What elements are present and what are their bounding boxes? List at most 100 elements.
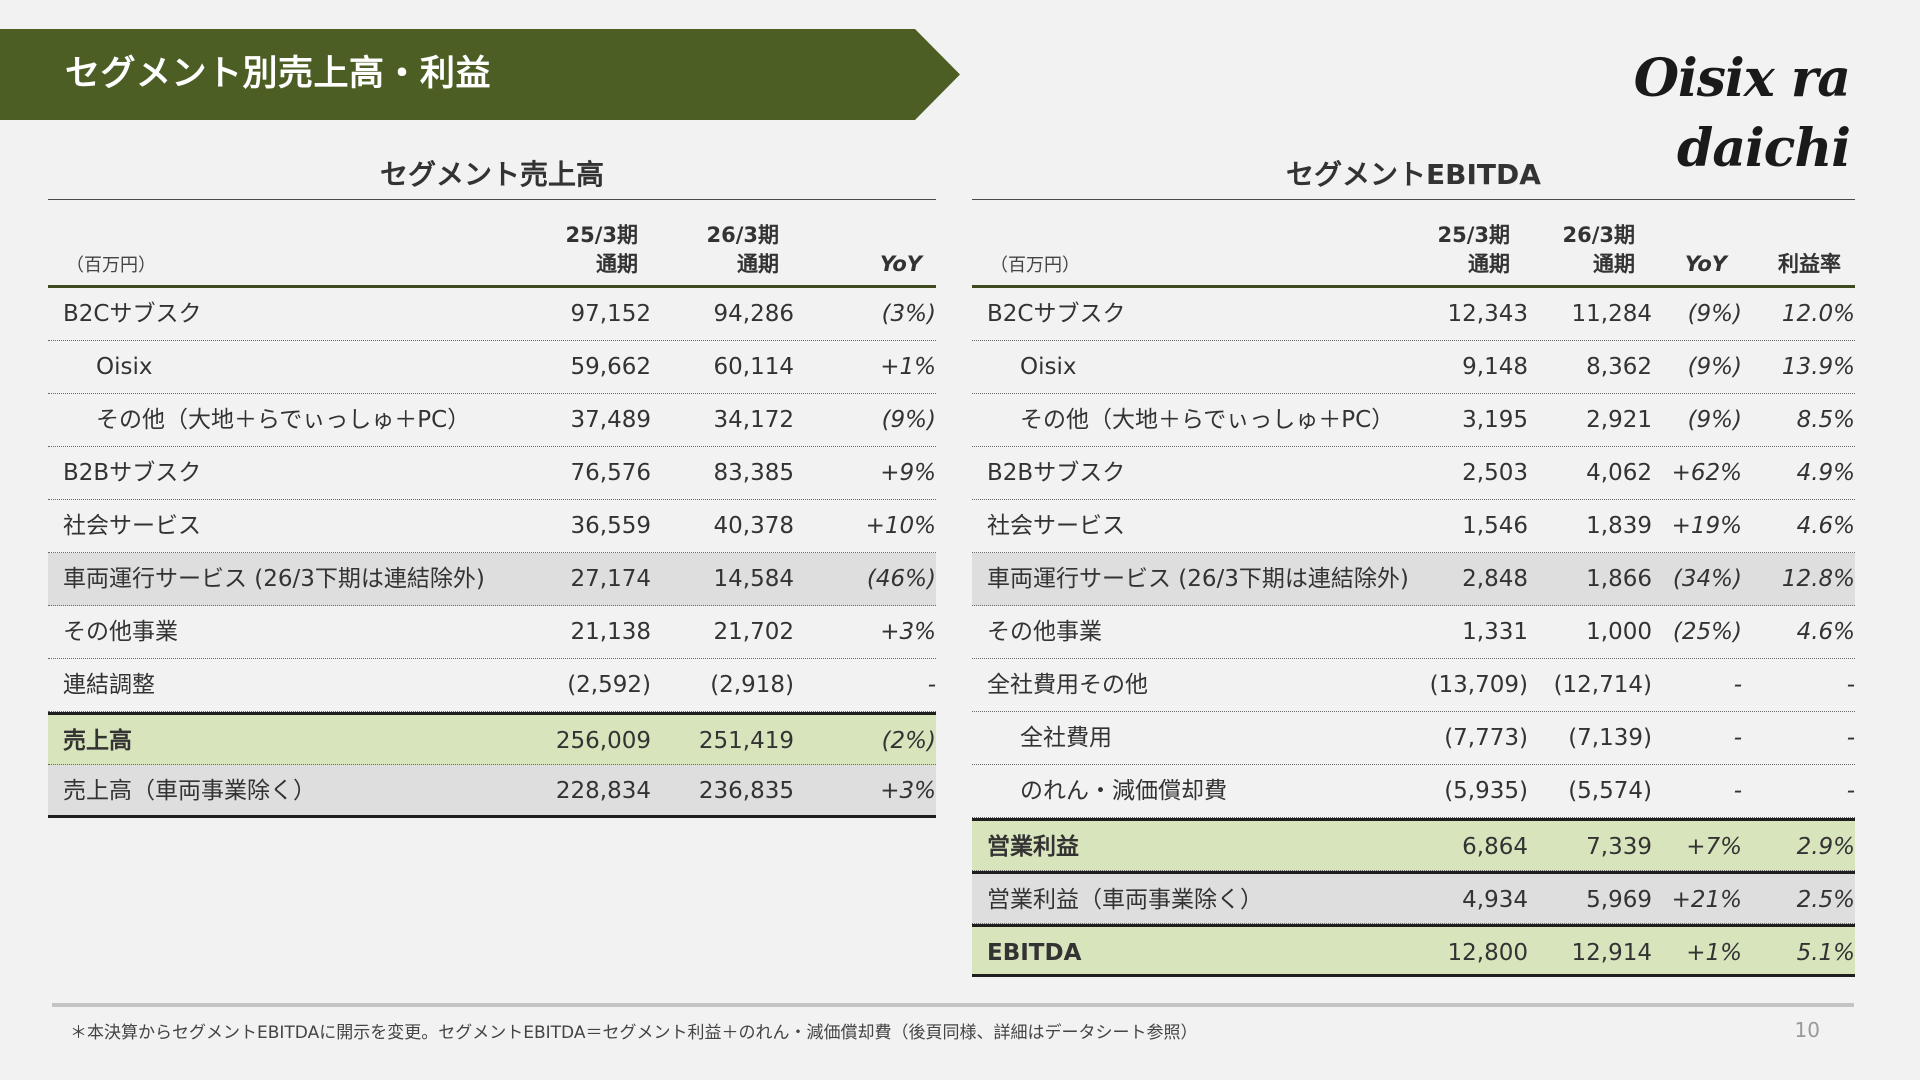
row-label: B2Bサブスク	[63, 460, 202, 486]
row-label: 連結調整	[63, 672, 155, 698]
value-margin: 4.6%	[1796, 513, 1855, 539]
value-margin: 4.6%	[1796, 619, 1855, 645]
company-logo: Oisix ra daichi	[1633, 48, 1851, 179]
value-fy25: (7,773)	[1444, 725, 1528, 751]
value-fy25: 76,576	[570, 460, 651, 486]
value-yoy: +1%	[880, 354, 936, 380]
table-row: 車両運行サービス (26/3下期は連結除外) 2,848 1,866 (34%) 12.…	[972, 553, 1855, 606]
segment-sales-table: セグメント売上高 （百万円） 25/3期 通期 26/3期 通期 YoY B2Cサブ…	[48, 150, 936, 818]
table-row: B2Bサブスク 2,503 4,062 +62% 4.9%	[972, 447, 1855, 500]
table-row: のれん・減価償却費 (5,935) (5,574) - -	[972, 765, 1855, 818]
value-yoy: +1%	[1686, 940, 1742, 966]
value-fy25: (5,935)	[1444, 778, 1528, 804]
value-yoy: -	[927, 672, 936, 698]
row-label: 車両運行サービス (26/3下期は連結除外)	[63, 566, 485, 592]
table-row: 売上高 256,009 251,419 (2%)	[48, 712, 936, 765]
value-margin: 4.9%	[1796, 460, 1855, 486]
value-margin: 2.5%	[1796, 887, 1855, 913]
value-margin: -	[1846, 725, 1855, 751]
footnote: ＊本決算からセグメントEBITDAに開示を変更。セグメントEBITDA＝セグメン…	[70, 1023, 1198, 1043]
value-yoy: (9%)	[1687, 354, 1742, 380]
value-yoy: +62%	[1671, 460, 1742, 486]
value-fy26: 11,284	[1571, 301, 1652, 327]
value-fy25: 12,343	[1447, 301, 1528, 327]
ebitda-table-header: （百万円） 25/3期 通期 26/3期 通期 YoY 利益率	[972, 200, 1855, 288]
table-row: 全社費用 (7,773) (7,139) - -	[972, 712, 1855, 765]
value-fy26: 40,378	[713, 513, 794, 539]
value-yoy: -	[1733, 778, 1742, 804]
value-fy26: 251,419	[698, 728, 794, 754]
table-row: その他事業 21,138 21,702 +3%	[48, 606, 936, 659]
value-fy26: 14,584	[713, 566, 794, 592]
value-fy25: 21,138	[570, 619, 651, 645]
value-margin: -	[1846, 672, 1855, 698]
value-yoy: +3%	[880, 778, 936, 804]
value-fy25: 6,864	[1462, 834, 1528, 860]
col-header-fy26: 26/3期 通期	[1562, 223, 1635, 276]
table-row: Oisix 9,148 8,362 (9%) 13.9%	[972, 341, 1855, 394]
value-fy26: (12,714)	[1553, 672, 1652, 698]
value-margin: 12.8%	[1781, 566, 1855, 592]
value-fy25: 12,800	[1447, 940, 1528, 966]
row-label: Oisix	[96, 354, 153, 380]
value-yoy: -	[1733, 725, 1742, 751]
value-fy26: 4,062	[1586, 460, 1652, 486]
row-label: B2Cサブスク	[63, 301, 202, 327]
value-fy25: 228,834	[555, 778, 651, 804]
title-banner: セグメント別売上高・利益	[0, 29, 960, 120]
col-header-margin: 利益率	[1778, 252, 1841, 276]
value-fy25: 27,174	[570, 566, 651, 592]
row-label: 全社費用その他	[987, 672, 1148, 698]
value-yoy: +19%	[1671, 513, 1742, 539]
value-fy26: (2,918)	[710, 672, 794, 698]
value-fy26: 1,866	[1586, 566, 1652, 592]
table-row: 社会サービス 36,559 40,378 +10%	[48, 500, 936, 553]
value-fy25: 256,009	[555, 728, 651, 754]
value-margin: 5.1%	[1796, 940, 1855, 966]
table-row: 営業利益 6,864 7,339 +7% 2.9%	[972, 818, 1855, 871]
row-label: その他事業	[987, 619, 1102, 645]
value-yoy: +9%	[880, 460, 936, 486]
value-fy25: 1,546	[1462, 513, 1528, 539]
value-fy25: (13,709)	[1429, 672, 1528, 698]
value-fy26: 21,702	[713, 619, 794, 645]
value-fy25: 97,152	[570, 301, 651, 327]
table-row: B2Cサブスク 97,152 94,286 (3%)	[48, 288, 936, 341]
value-margin: 2.9%	[1796, 834, 1855, 860]
row-label: 全社費用	[1020, 725, 1112, 751]
value-fy25: 9,148	[1462, 354, 1528, 380]
value-yoy: (2%)	[881, 728, 936, 754]
col-header-fy26: 26/3期 通期	[706, 223, 779, 276]
value-fy25: 4,934	[1462, 887, 1528, 913]
table-row: その他（大地＋らでぃっしゅ＋PC） 3,195 2,921 (9%) 8.5%	[972, 394, 1855, 447]
value-yoy: +7%	[1686, 834, 1742, 860]
table-row: その他（大地＋らでぃっしゅ＋PC） 37,489 34,172 (9%)	[48, 394, 936, 447]
row-label: その他（大地＋らでぃっしゅ＋PC）	[96, 407, 471, 433]
table-row: 社会サービス 1,546 1,839 +19% 4.6%	[972, 500, 1855, 553]
col-header-fy25: 25/3期 通期	[1437, 223, 1510, 276]
value-fy25: 2,503	[1462, 460, 1528, 486]
value-fy26: 34,172	[713, 407, 794, 433]
value-yoy: (9%)	[1687, 407, 1742, 433]
value-fy26: 83,385	[713, 460, 794, 486]
col-header-yoy: YoY	[879, 252, 922, 276]
row-label: 売上高（車両事業除く）	[63, 778, 316, 804]
row-label: Oisix	[1020, 354, 1077, 380]
value-yoy: (34%)	[1672, 566, 1742, 592]
value-yoy: -	[1733, 672, 1742, 698]
value-fy26: 94,286	[713, 301, 794, 327]
value-yoy: +21%	[1671, 887, 1742, 913]
table-row: 売上高（車両事業除く） 228,834 236,835 +3%	[48, 765, 936, 818]
value-yoy: (9%)	[1687, 301, 1742, 327]
ebitda-table-title: セグメントEBITDA	[972, 150, 1855, 200]
value-fy25: (2,592)	[567, 672, 651, 698]
value-yoy: (9%)	[881, 407, 936, 433]
table-row: 車両運行サービス (26/3下期は連結除外) 27,174 14,584 (46%)	[48, 553, 936, 606]
sales-table-header: （百万円） 25/3期 通期 26/3期 通期 YoY	[48, 200, 936, 288]
value-fy26: (5,574)	[1568, 778, 1652, 804]
value-margin: 13.9%	[1781, 354, 1855, 380]
value-yoy: (3%)	[881, 301, 936, 327]
table-row: Oisix 59,662 60,114 +1%	[48, 341, 936, 394]
col-header-yoy: YoY	[1684, 252, 1727, 276]
value-fy26: 8,362	[1586, 354, 1652, 380]
